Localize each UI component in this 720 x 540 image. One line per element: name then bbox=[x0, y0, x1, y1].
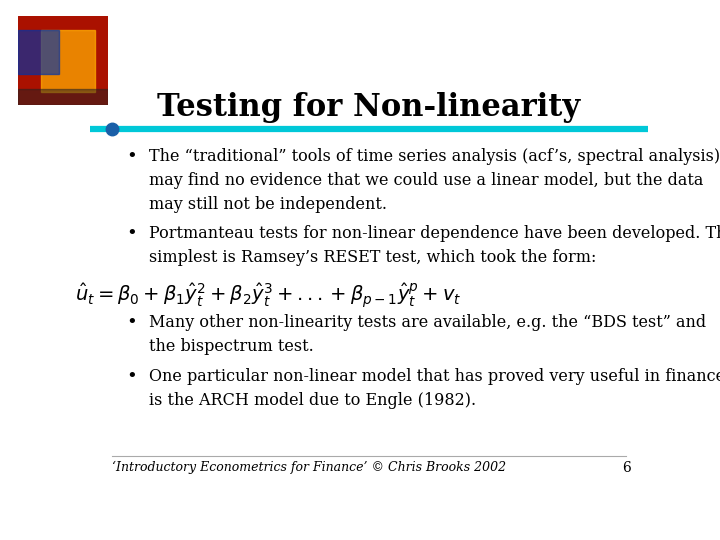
Text: 6: 6 bbox=[623, 461, 631, 475]
Text: The “traditional” tools of time series analysis (acf’s, spectral analysis): The “traditional” tools of time series a… bbox=[148, 148, 720, 165]
Text: •: • bbox=[126, 368, 137, 386]
Bar bbox=[18, 30, 58, 74]
Text: may find no evidence that we could use a linear model, but the data: may find no evidence that we could use a… bbox=[148, 172, 703, 189]
Bar bbox=[18, 89, 108, 105]
Text: ‘Introductory Econometrics for Finance’ © Chris Brooks 2002: ‘Introductory Econometrics for Finance’ … bbox=[112, 461, 506, 474]
Text: One particular non-linear model that has proved very useful in finance: One particular non-linear model that has… bbox=[148, 368, 720, 384]
Text: simplest is Ramsey’s RESET test, which took the form:: simplest is Ramsey’s RESET test, which t… bbox=[148, 249, 596, 266]
Text: Many other non-linearity tests are available, e.g. the “BDS test” and: Many other non-linearity tests are avail… bbox=[148, 314, 706, 331]
Text: •: • bbox=[126, 314, 137, 332]
Text: $\hat{u}_t = \beta_0 + \beta_1\hat{y}_t^2 + \beta_2\hat{y}_t^3 +...+\beta_{p-1}\: $\hat{u}_t = \beta_0 + \beta_1\hat{y}_t^… bbox=[76, 282, 462, 310]
Text: may still not be independent.: may still not be independent. bbox=[148, 196, 387, 213]
Text: is the ARCH model due to Engle (1982).: is the ARCH model due to Engle (1982). bbox=[148, 392, 476, 409]
Text: •: • bbox=[126, 225, 137, 244]
Bar bbox=[40, 30, 94, 92]
Text: the bispectrum test.: the bispectrum test. bbox=[148, 339, 313, 355]
Text: •: • bbox=[126, 148, 137, 166]
Text: Portmanteau tests for non-linear dependence have been developed. The: Portmanteau tests for non-linear depende… bbox=[148, 225, 720, 242]
Text: Testing for Non-linearity: Testing for Non-linearity bbox=[158, 92, 580, 123]
